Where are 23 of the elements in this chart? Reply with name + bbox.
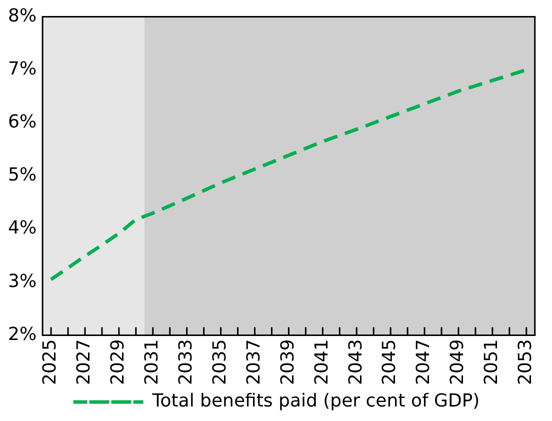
x-tick-label: 2029 bbox=[108, 339, 129, 386]
x-tick-label: 2041 bbox=[311, 339, 332, 386]
y-tick-label: 5% bbox=[8, 164, 37, 186]
x-tick-label: 2025 bbox=[40, 339, 61, 386]
x-tick-label: 2043 bbox=[345, 339, 366, 386]
y-tick-label: 3% bbox=[8, 270, 37, 292]
y-tick-label: 6% bbox=[8, 112, 37, 133]
x-tick-label: 2039 bbox=[277, 339, 298, 386]
x-tick-label: 2035 bbox=[209, 339, 230, 386]
legend-label: Total benefits paid (per cent of GDP) bbox=[151, 390, 480, 412]
x-tick-label: 2049 bbox=[447, 339, 468, 386]
x-tick-label: 2051 bbox=[481, 339, 502, 386]
x-tick-label: 2033 bbox=[176, 339, 197, 386]
x-tick-label: 2047 bbox=[413, 339, 434, 386]
y-tick-label: 8% bbox=[8, 5, 37, 26]
x-tick-label: 2053 bbox=[515, 339, 536, 386]
x-tick-label: 2037 bbox=[243, 339, 264, 386]
y-tick-label: 2% bbox=[8, 324, 37, 345]
y-tick-label: 4% bbox=[8, 218, 37, 239]
y-tick-label: 7% bbox=[8, 58, 37, 80]
x-tick-label: 2027 bbox=[74, 339, 95, 386]
x-tick-label: 2045 bbox=[379, 339, 400, 386]
x-tick-label: 2031 bbox=[142, 339, 163, 386]
